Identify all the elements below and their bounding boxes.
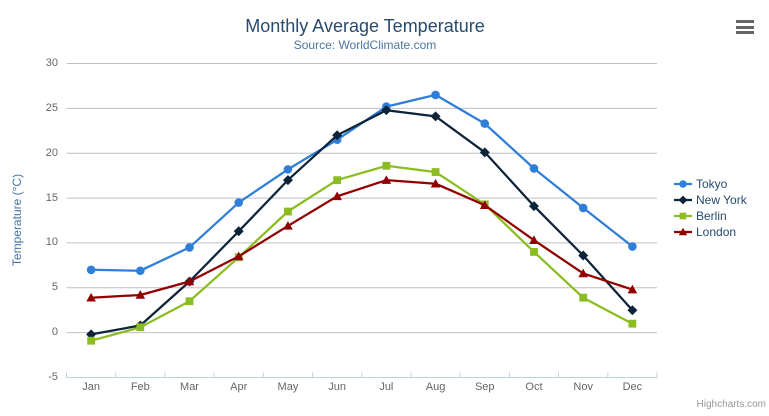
data-point-new-york-nov[interactable] — [578, 250, 589, 261]
data-point-new-york-sep[interactable] — [479, 147, 490, 158]
y-tick-label: 0 — [51, 326, 58, 339]
data-point-tokyo-aug[interactable] — [431, 90, 440, 100]
legend-marker-diamond-icon — [674, 195, 692, 205]
series-line-london[interactable] — [89, 178, 634, 299]
y-tick-label: 30 — [45, 57, 58, 69]
x-tick-label-jun: Jun — [328, 381, 347, 393]
data-point-new-york-dec[interactable] — [627, 305, 638, 316]
legend-label: London — [696, 225, 737, 239]
chart-title: Monthly Average Temperature — [245, 16, 485, 36]
data-point-berlin-dec[interactable] — [628, 319, 637, 328]
data-point-berlin-may[interactable] — [284, 207, 292, 216]
hamburger-icon[interactable] — [736, 20, 754, 34]
data-point-london-apr[interactable] — [233, 251, 244, 261]
data-point-tokyo-jan[interactable] — [86, 265, 96, 275]
legend-marker-shape[interactable] — [678, 195, 688, 205]
legend-label: Tokyo — [696, 177, 728, 191]
legend-item-london[interactable]: London — [674, 224, 747, 240]
data-point-new-york-jun[interactable] — [332, 130, 343, 141]
data-point-tokyo-apr[interactable] — [234, 198, 244, 207]
x-tick-label-apr: Apr — [230, 381, 248, 393]
x-tick-label-dec: Dec — [622, 381, 643, 393]
data-point-tokyo-feb[interactable] — [136, 266, 145, 276]
data-point-london-mar[interactable] — [184, 276, 195, 286]
data-point-new-york-may[interactable] — [282, 175, 293, 186]
data-point-tokyo-nov[interactable] — [578, 203, 588, 213]
hamburger-bar — [736, 25, 754, 29]
data-point-london-aug[interactable] — [430, 178, 441, 188]
x-tick-label-jul: Jul — [379, 381, 394, 393]
legend-marker-shape[interactable] — [678, 227, 688, 236]
data-point-london-oct[interactable] — [529, 235, 539, 245]
data-point-berlin-mar[interactable] — [185, 297, 194, 306]
chart-subtitle: Source: WorldClimate.com — [293, 38, 437, 52]
x-tick-label-jan: Jan — [82, 381, 100, 393]
credits-link[interactable]: Highcharts.com — [696, 399, 766, 410]
x-tick-label-oct: Oct — [525, 381, 543, 393]
legend: Tokyo New York Berlin London — [674, 176, 747, 240]
data-point-london-nov[interactable] — [578, 268, 588, 278]
data-point-london-jan[interactable] — [86, 292, 96, 302]
legend-marker-triangle-icon — [674, 227, 692, 236]
legend-marker-square-icon — [674, 212, 692, 220]
data-point-london-jul[interactable] — [381, 175, 392, 184]
data-point-new-york-apr[interactable] — [233, 226, 244, 237]
y-tick-label: 10 — [45, 236, 58, 249]
legend-label: Berlin — [696, 209, 727, 223]
data-point-new-york-oct[interactable] — [528, 201, 539, 212]
data-point-london-jun[interactable] — [332, 191, 342, 201]
legend-marker-shape[interactable] — [679, 212, 687, 220]
y-tick-label: 25 — [45, 101, 58, 114]
x-tick-label-mar: Mar — [180, 381, 199, 393]
y-tick-label: 5 — [51, 281, 58, 294]
data-point-london-feb[interactable] — [135, 290, 146, 299]
legend-marker-circle-icon — [674, 180, 692, 188]
y-axis-title: Temperature (°C) — [10, 173, 24, 267]
data-point-london-may[interactable] — [283, 221, 293, 230]
y-tick-label: 15 — [45, 191, 58, 204]
data-point-london-dec[interactable] — [627, 284, 638, 294]
data-point-tokyo-oct[interactable] — [529, 164, 539, 173]
data-point-new-york-jul[interactable] — [381, 105, 392, 116]
data-point-tokyo-may[interactable] — [283, 165, 293, 174]
legend-item-berlin[interactable]: Berlin — [674, 208, 747, 224]
data-point-berlin-jun[interactable] — [333, 176, 342, 185]
data-point-berlin-nov[interactable] — [579, 293, 588, 302]
data-point-berlin-aug[interactable] — [431, 168, 440, 176]
legend-item-tokyo[interactable]: Tokyo — [674, 176, 747, 192]
data-point-berlin-jan[interactable] — [87, 336, 96, 345]
hamburger-bar — [736, 31, 754, 34]
series-line-berlin[interactable] — [89, 164, 634, 342]
y-tick-label: 20 — [45, 146, 58, 159]
data-point-new-york-aug[interactable] — [430, 111, 441, 122]
legend-label: New York — [696, 193, 747, 207]
y-tick-label: -5 — [48, 371, 58, 383]
data-point-tokyo-dec[interactable] — [628, 242, 637, 251]
data-point-tokyo-sep[interactable] — [480, 119, 490, 128]
legend-marker-shape[interactable] — [679, 180, 687, 188]
legend-item-new-york[interactable]: New York — [674, 192, 747, 208]
series-line-tokyo[interactable] — [89, 93, 634, 272]
data-point-berlin-oct[interactable] — [530, 248, 538, 256]
x-tick-label-aug: Aug — [425, 381, 446, 393]
series-line-new-york[interactable] — [89, 109, 634, 336]
data-point-tokyo-mar[interactable] — [185, 243, 194, 252]
data-point-london-sep[interactable] — [479, 200, 490, 210]
x-tick-label-feb: Feb — [130, 381, 150, 393]
hamburger-bar — [736, 20, 754, 23]
data-point-berlin-feb[interactable] — [136, 323, 145, 332]
x-tick-label-sep: Sep — [474, 381, 495, 393]
x-tick-label-nov: Nov — [573, 381, 593, 393]
x-tick-label-may: May — [277, 381, 299, 393]
data-point-berlin-jul[interactable] — [382, 161, 391, 170]
